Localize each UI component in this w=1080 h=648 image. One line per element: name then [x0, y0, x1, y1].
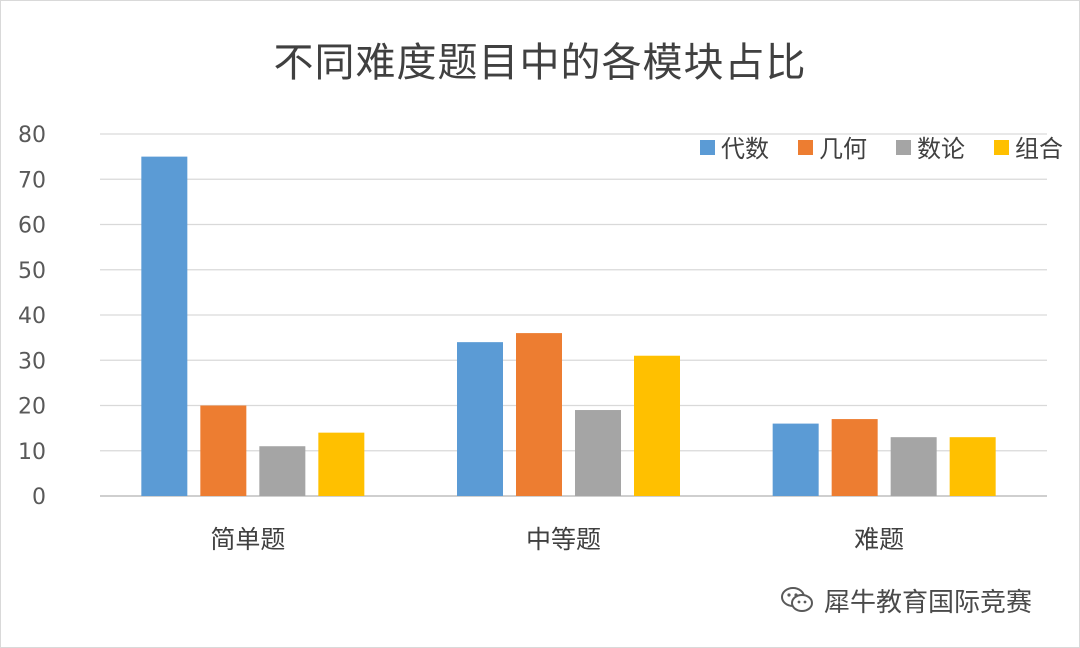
legend-label: 组合	[1015, 135, 1063, 163]
bar	[831, 419, 878, 496]
y-tick-label: 0	[32, 485, 46, 510]
y-tick-label: 60	[18, 214, 46, 239]
chart-title: 不同难度题目中的各模块占比	[273, 40, 807, 86]
legend-label: 几何	[819, 135, 867, 163]
bar	[457, 342, 503, 496]
bar	[949, 437, 996, 496]
bar	[516, 333, 562, 496]
watermark-text: 犀牛教育国际竞赛	[824, 587, 1033, 618]
y-tick-label: 50	[18, 259, 46, 284]
legend-swatch	[896, 140, 911, 155]
bar	[200, 405, 247, 496]
y-tick-label: 20	[18, 395, 46, 420]
bar	[890, 437, 937, 496]
y-tick-label: 70	[18, 168, 46, 193]
legend-label: 数论	[917, 135, 965, 163]
category-label: 简单题	[210, 525, 285, 554]
legend-swatch	[994, 140, 1009, 155]
y-tick-label: 80	[18, 123, 46, 148]
legend-label: 代数	[721, 135, 769, 163]
y-tick-label: 30	[18, 349, 46, 374]
legend-swatch	[700, 140, 715, 155]
bar	[634, 355, 680, 496]
bar	[318, 432, 365, 496]
category-label: 中等题	[526, 525, 601, 554]
wechat-icon	[781, 587, 813, 612]
bar	[141, 156, 188, 496]
y-tick-label: 40	[18, 304, 46, 329]
bar	[772, 423, 819, 496]
y-tick-label: 10	[18, 440, 46, 465]
watermark: 犀牛教育国际竞赛	[780, 583, 1033, 618]
bar	[259, 446, 306, 496]
bar	[575, 410, 621, 496]
legend-swatch	[798, 140, 813, 155]
category-label: 难题	[854, 525, 904, 554]
